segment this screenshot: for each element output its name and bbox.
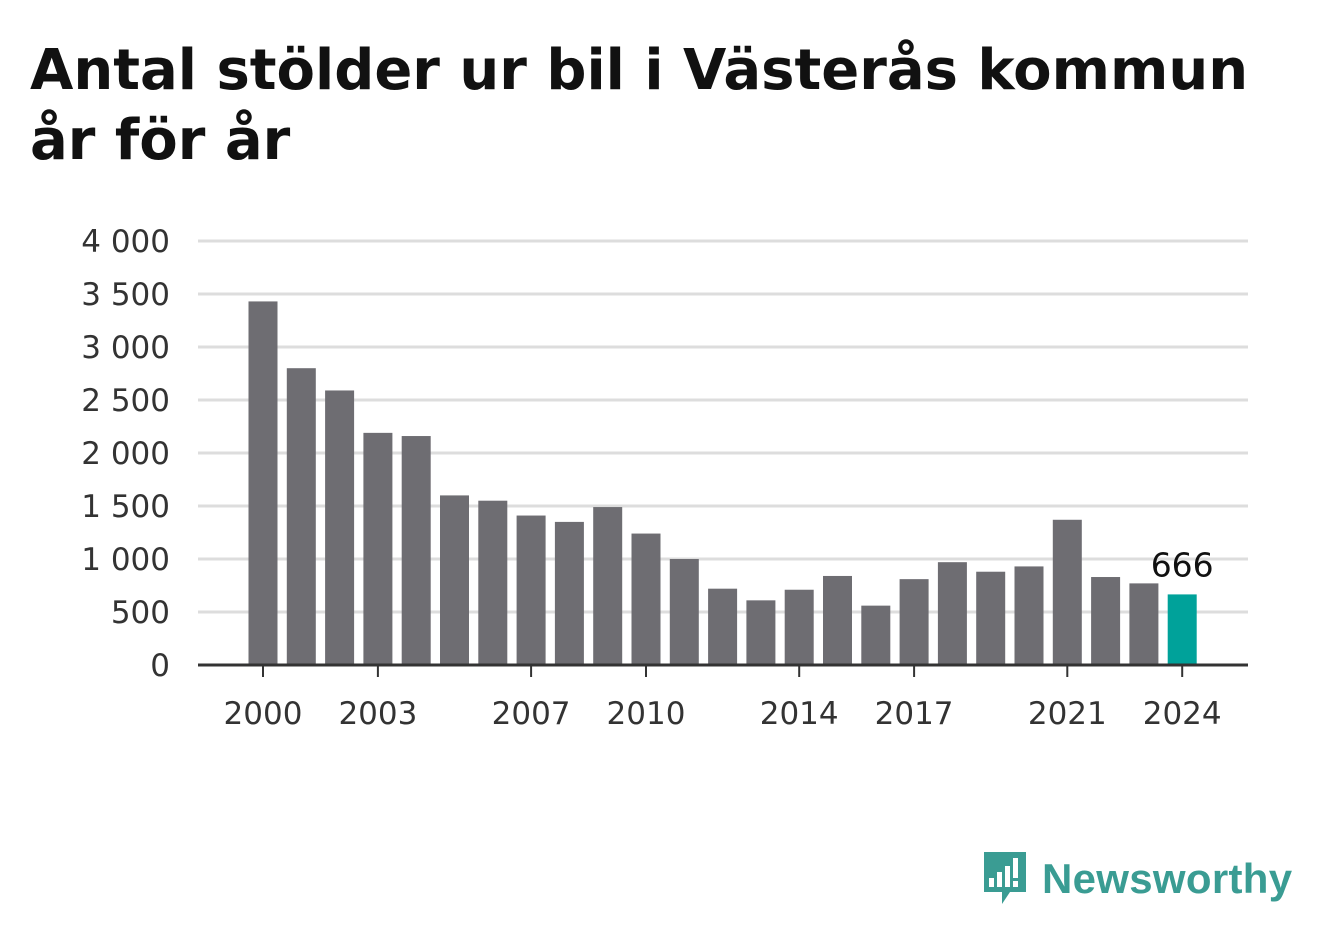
bar-2020: [1014, 566, 1044, 665]
y-tick-label: 3 000: [81, 330, 170, 366]
y-tick-label: 2 000: [81, 436, 170, 472]
y-tick-label: 4 000: [81, 224, 170, 260]
bar-2019: [976, 571, 1006, 665]
bar-2023: [1129, 583, 1159, 665]
bar-2010: [631, 533, 661, 665]
bar-2000: [248, 301, 278, 665]
bar-2017: [899, 579, 929, 665]
x-tick-label: 2024: [1143, 696, 1222, 732]
y-tick-label: 3 500: [81, 277, 170, 313]
bar-2005: [440, 495, 469, 665]
bar-2013: [746, 600, 776, 665]
gridlines: [198, 239, 1248, 614]
x-tick-label: 2017: [875, 696, 954, 732]
bar-2006: [478, 500, 508, 665]
bar-2009: [593, 507, 623, 665]
bar-2012: [708, 588, 738, 665]
newsworthy-logo[interactable]: Newsworthy: [980, 848, 1292, 910]
y-tick-label: 1 500: [81, 489, 170, 525]
bar-2003: [363, 432, 393, 665]
brand-name: Newsworthy: [1042, 855, 1293, 902]
bar-2002: [325, 390, 355, 665]
y-tick-label: 2 500: [81, 383, 170, 419]
x-tick-label: 2000: [224, 696, 303, 732]
bar-2014: [784, 589, 814, 665]
bar-2008: [554, 521, 584, 665]
y-axis-labels: 0 500 1 000 1 500 2 000 2 500 3 000 3 500 4 000: [81, 224, 170, 684]
bar-2004: [401, 436, 431, 665]
bar-2018: [937, 562, 967, 665]
bar-2022: [1091, 577, 1121, 665]
bar-chart-speech-bubble-icon: [984, 852, 1026, 904]
bar-2024: [1167, 594, 1197, 665]
bar-2001: [286, 368, 316, 665]
x-tick-label: 2003: [338, 696, 417, 732]
bar-2007: [516, 515, 546, 665]
x-tick-label: 2007: [492, 696, 571, 732]
bar-2011: [669, 559, 699, 665]
x-tick-label: 2010: [607, 696, 686, 732]
data-label: 666: [1151, 545, 1214, 584]
x-axis-labels: 2000 2003 2007 2010 2014 2017 2021 2024: [224, 696, 1222, 732]
bars: [248, 301, 1197, 665]
bar-2021: [1052, 519, 1082, 665]
y-tick-label: 1 000: [81, 542, 170, 578]
bar-2015: [823, 575, 852, 665]
x-tick-label: 2021: [1028, 696, 1107, 732]
x-axis: [198, 663, 1248, 677]
chart-title: Antal stölder ur bil i Västerås kommun å…: [30, 38, 1249, 173]
y-tick-label: 0: [150, 648, 170, 684]
data-labels: 666: [1151, 545, 1214, 584]
bar-2016: [861, 605, 891, 665]
y-tick-label: 500: [111, 595, 170, 631]
x-tick-label: 2014: [760, 696, 839, 732]
